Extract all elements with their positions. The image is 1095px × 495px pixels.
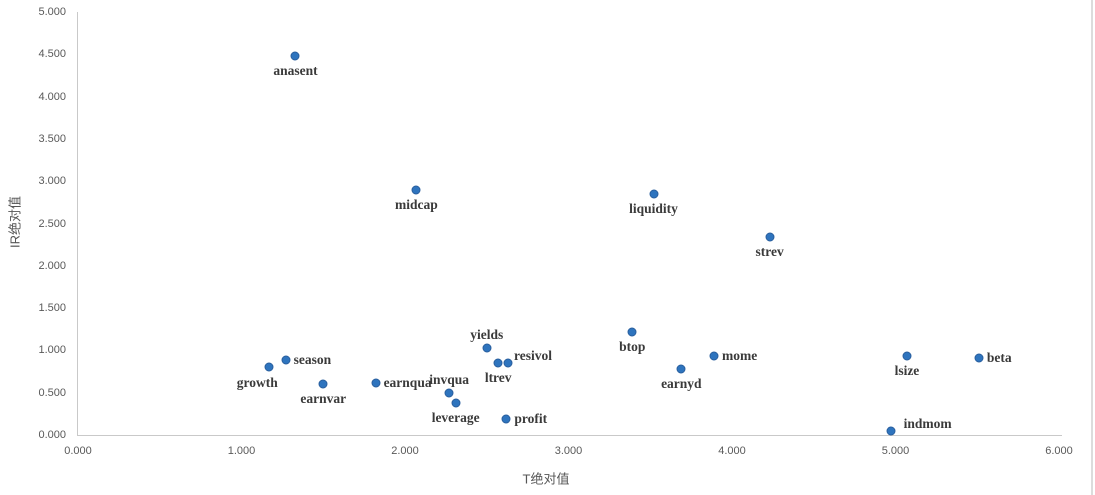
- data-point-dot: [493, 358, 503, 368]
- y-tick-label: 2.000: [38, 259, 66, 272]
- y-tick-label: 3.000: [38, 175, 66, 188]
- data-point-label: indmom: [903, 415, 952, 431]
- x-axis-title: T绝对值: [522, 471, 570, 487]
- y-tick-label: 5.000: [38, 6, 66, 18]
- data-point-dot: [503, 358, 513, 368]
- data-point-label: earnyd: [661, 376, 702, 391]
- data-point-dot: [902, 351, 912, 361]
- x-tick-label: 0.000: [64, 445, 92, 457]
- data-point-dot: [290, 51, 300, 61]
- data-point-label: ltrev: [484, 370, 512, 386]
- x-axis-line: [77, 435, 1062, 436]
- data-point-label: yields: [470, 326, 504, 342]
- data-point-label: invqua: [429, 371, 470, 387]
- data-point-label: beta: [986, 350, 1012, 365]
- data-point-label: btop: [619, 338, 646, 354]
- data-point-dot: [709, 351, 719, 361]
- data-point-dot: [627, 327, 637, 337]
- chart-right-border: [1091, 0, 1093, 495]
- y-tick-label: 4.000: [38, 90, 66, 103]
- data-point-dot: [501, 414, 511, 424]
- data-point-label: liquidity: [629, 200, 678, 216]
- data-point-dot: [371, 378, 381, 388]
- data-point-dot: [281, 355, 291, 365]
- data-point-dot: [676, 364, 686, 374]
- y-tick-label: 3.500: [38, 132, 66, 145]
- data-point-label: growth: [236, 375, 278, 391]
- data-point-dot: [482, 343, 492, 353]
- data-point-dot: [451, 398, 461, 408]
- x-tick-label: 5.000: [881, 445, 910, 457]
- y-tick-label: 0.500: [38, 386, 66, 399]
- data-point-label: anasent: [273, 62, 318, 78]
- y-tick-label: 1.500: [38, 302, 66, 315]
- x-tick-label: 2.000: [391, 445, 419, 457]
- x-tick-label: 3.000: [554, 445, 583, 457]
- data-point-dot: [974, 353, 984, 363]
- data-point-label: profit: [514, 410, 548, 426]
- x-tick-label: 1.000: [227, 445, 256, 457]
- y-tick-label: 2.500: [38, 217, 66, 230]
- data-point-dot: [765, 232, 775, 242]
- data-point-dot: [886, 426, 896, 436]
- y-tick-label: 1.000: [38, 344, 66, 357]
- y-axis-line: [77, 12, 78, 435]
- data-point-dot: [318, 379, 328, 389]
- data-point-label: earnvar: [300, 391, 347, 407]
- data-point-dot: [264, 362, 274, 372]
- y-tick-label: 0.000: [38, 429, 66, 441]
- data-point-label: mome: [722, 348, 758, 364]
- data-point-dot: [649, 189, 659, 199]
- x-tick-label: 4.000: [718, 445, 746, 457]
- data-point-label: lsize: [894, 363, 920, 379]
- data-point-label: strev: [755, 244, 784, 260]
- data-point-dot: [444, 388, 454, 398]
- x-tick-label: 6.000: [1045, 445, 1073, 457]
- data-point-label: leverage: [431, 409, 480, 425]
- data-point-dot: [411, 185, 421, 195]
- data-point-label: midcap: [395, 196, 438, 212]
- data-point-label: season: [293, 351, 332, 367]
- data-point-label: earnqua: [383, 375, 432, 391]
- y-tick-label: 4.500: [38, 48, 66, 61]
- data-point-label: resivol: [514, 348, 552, 364]
